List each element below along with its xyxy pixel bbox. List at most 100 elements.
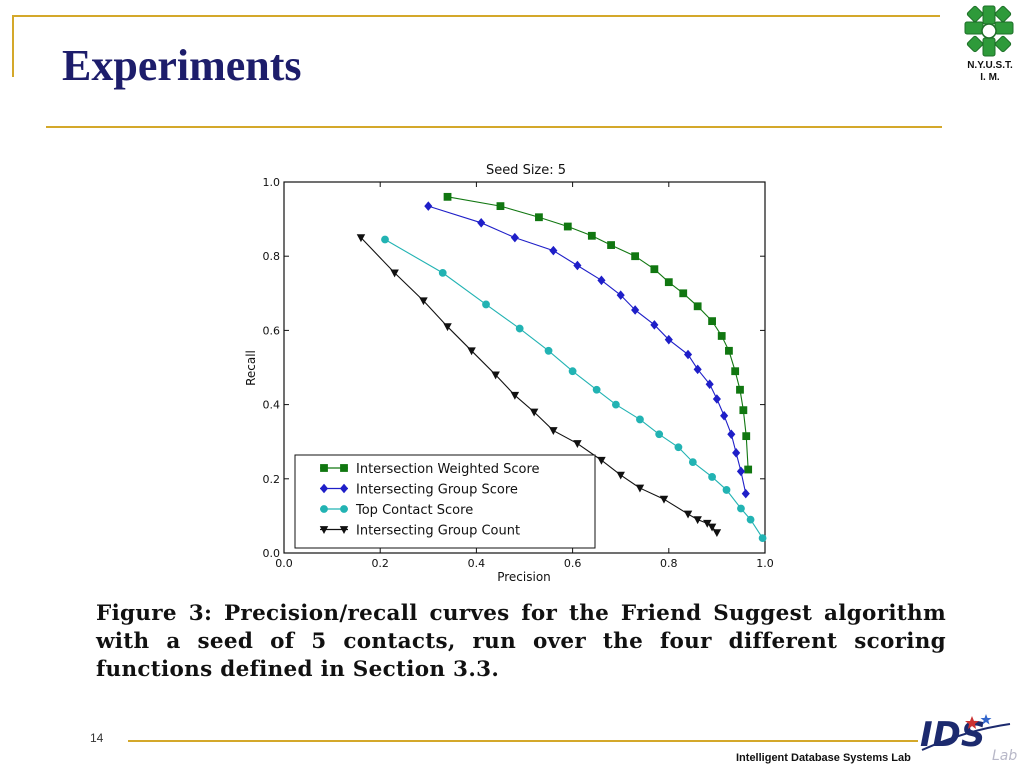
data-point [727,429,736,440]
data-point [573,260,582,271]
page-number: 14 [90,731,104,745]
data-point [712,394,721,404]
data-point [712,529,722,538]
star-icon-2 [980,714,992,725]
data-point [510,391,520,400]
x-axis-label: Precision [497,570,551,584]
data-point [549,427,558,436]
data-point [708,317,716,326]
data-point [636,415,644,424]
data-point [438,268,447,277]
x-tick-label: 1.0 [756,557,774,570]
nyust-logo-icon [964,5,1014,57]
legend-entry: Intersecting Group Count [319,524,520,539]
data-point [683,349,693,360]
data-point [679,289,688,298]
data-point [732,448,741,458]
legend-marker [339,526,349,534]
data-point [419,297,428,306]
data-point [616,471,625,480]
data-point [510,232,519,243]
legend-marker [340,464,348,472]
y-axis-label: Recall [244,350,258,386]
data-point [742,432,751,441]
data-point [736,466,746,477]
data-point [693,364,702,375]
data-point [573,440,582,449]
legend-entry: Top Contact Score [320,503,473,518]
data-point [496,202,505,211]
data-point [549,245,558,256]
data-point [739,406,748,415]
data-point [708,473,716,481]
data-point [693,302,702,311]
logo-caption: N.Y.U.S.T. I. M. [948,60,1024,84]
legend-marker [319,483,329,494]
data-point [563,222,572,231]
data-point [655,430,664,439]
data-point [650,265,659,274]
data-point [725,346,733,355]
data-point [515,324,524,333]
data-point [477,218,486,228]
data-point [597,275,606,286]
precision-recall-chart: Seed Size: 5 0.00.20.40.60.81.0 0.0 0.2 0.… [244,163,774,584]
data-point [544,346,553,355]
y-tick-label: 0.2 [263,473,281,486]
series-4 [356,234,722,538]
data-point [650,320,659,330]
data-point [758,534,767,543]
lab-logo-subtext: Lab [992,748,1017,764]
data-point [607,241,615,249]
title-underline [46,126,942,128]
data-point [467,347,476,356]
x-axis-ticks: 0.0 0.2 0.4 0.6 0.8 1.0 [275,182,774,570]
data-point [722,486,731,494]
data-point [535,213,543,222]
data-point [356,234,366,243]
data-point [443,192,452,201]
data-point [707,523,717,532]
data-point [736,385,744,394]
data-point [443,323,452,332]
y-axis-ticks: 0.0 0.2 0.4 0.6 0.8 1.0 [263,176,765,560]
data-point [659,495,669,504]
y-tick-label: 0.0 [263,547,281,560]
star-icon [965,716,979,729]
figure-caption: Figure 3: Precision/recall curves for th… [96,601,946,682]
data-point [611,400,620,409]
data-point [631,252,640,261]
x-tick-label: 0.4 [468,557,486,570]
y-tick-label: 1.0 [263,176,281,189]
data-point [737,504,745,513]
data-point [616,290,625,300]
legend-entry: Intersection Weighted Score [320,462,540,477]
data-point [674,443,683,452]
legend-marker [320,464,328,472]
data-point [744,465,753,474]
legend-marker [319,526,329,534]
data-point [592,385,601,394]
footer-line [128,740,918,742]
data-point [587,231,596,240]
data-point [491,371,500,380]
legend-marker [320,505,328,513]
top-accent-line [12,15,940,17]
footer-lab-name: Intelligent Database Systems Lab [736,752,911,764]
legend-label: Intersecting Group Count [356,524,520,539]
data-point [741,488,750,499]
series-2 [424,201,750,499]
legend-label: Top Contact Score [355,503,473,518]
legend-entry: Intersecting Group Score [319,483,518,498]
data-point [717,332,726,340]
chart-title: Seed Size: 5 [486,163,566,178]
data-point [720,410,729,421]
slide-title: Experiments [62,41,302,90]
logo-text-line-2: I. M. [980,72,1000,83]
data-point [664,278,673,287]
legend-label: Intersecting Group Score [356,483,518,498]
data-point [381,235,389,244]
x-tick-label: 0.6 [564,557,582,570]
data-point [529,408,539,417]
x-tick-label: 0.2 [371,557,389,570]
